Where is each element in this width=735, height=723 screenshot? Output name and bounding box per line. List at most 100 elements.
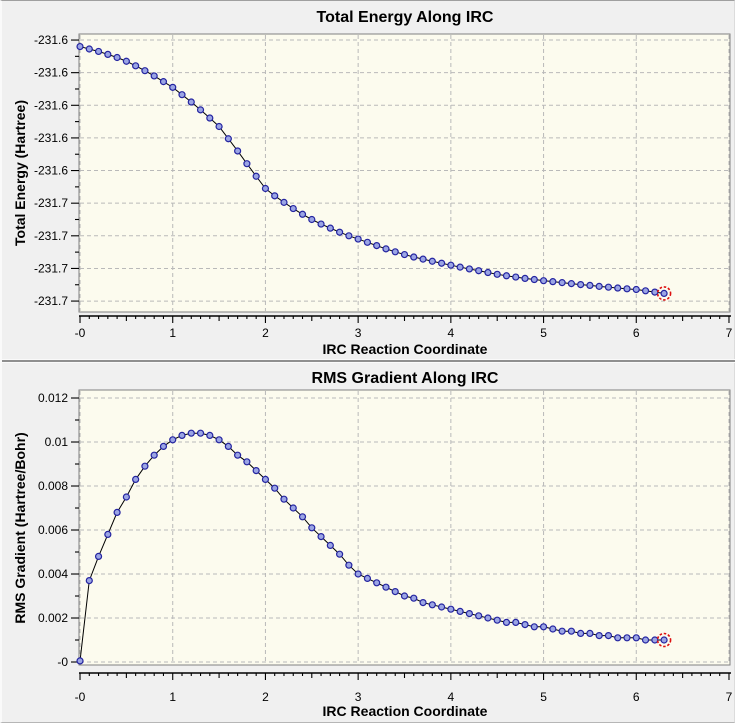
data-point[interactable] <box>132 475 140 484</box>
data-point[interactable] <box>660 636 668 644</box>
data-point[interactable] <box>493 270 501 278</box>
data-point[interactable] <box>141 462 149 470</box>
data-point[interactable] <box>317 220 325 228</box>
data-point[interactable] <box>465 610 473 618</box>
data-point[interactable] <box>261 184 270 193</box>
data-point[interactable] <box>382 583 390 591</box>
data-point[interactable] <box>382 245 390 253</box>
data-point[interactable] <box>243 458 251 466</box>
data-point[interactable] <box>623 285 631 293</box>
data-point[interactable] <box>641 287 650 295</box>
data-point[interactable] <box>651 288 659 296</box>
data-point[interactable] <box>345 561 353 569</box>
data-point[interactable] <box>76 657 84 665</box>
data-point[interactable] <box>215 122 223 131</box>
data-point[interactable] <box>604 283 613 291</box>
data-point[interactable] <box>354 235 362 243</box>
data-point[interactable] <box>512 273 520 281</box>
data-point[interactable] <box>558 279 566 287</box>
data-point[interactable] <box>94 47 103 56</box>
data-point[interactable] <box>85 45 93 53</box>
data-point[interactable] <box>280 198 288 206</box>
data-point[interactable] <box>530 623 538 631</box>
data-point[interactable] <box>419 599 427 607</box>
data-point[interactable] <box>373 241 381 250</box>
data-point[interactable] <box>252 172 260 180</box>
data-point[interactable] <box>419 255 427 263</box>
data-point[interactable] <box>604 632 613 640</box>
data-point[interactable] <box>252 467 260 475</box>
data-point[interactable] <box>122 493 130 501</box>
data-point[interactable] <box>178 431 186 440</box>
data-point[interactable] <box>577 629 585 638</box>
data-point[interactable] <box>113 53 121 62</box>
data-point[interactable] <box>345 232 353 240</box>
data-point[interactable] <box>363 238 372 246</box>
data-point[interactable] <box>224 135 232 143</box>
data-point[interactable] <box>512 618 520 627</box>
data-point[interactable] <box>539 623 548 631</box>
data-point[interactable] <box>549 625 557 633</box>
data-point[interactable] <box>206 431 214 440</box>
data-point[interactable] <box>437 259 446 267</box>
data-point[interactable] <box>354 570 362 578</box>
data-point[interactable] <box>549 278 557 286</box>
data-point[interactable] <box>150 451 158 459</box>
data-point[interactable] <box>132 62 140 70</box>
data-point[interactable] <box>298 513 307 521</box>
data-point[interactable] <box>577 280 585 289</box>
data-point[interactable] <box>289 204 297 213</box>
data-point[interactable] <box>475 267 483 275</box>
data-point[interactable] <box>641 636 650 644</box>
data-point[interactable] <box>428 601 436 609</box>
data-point[interactable] <box>391 588 399 596</box>
data-point[interactable] <box>234 147 242 155</box>
data-point[interactable] <box>308 524 316 532</box>
data-point[interactable] <box>150 72 158 80</box>
data-point[interactable] <box>410 253 418 261</box>
selected-point-ring[interactable] <box>656 286 672 301</box>
data-point[interactable] <box>169 83 177 91</box>
data-point[interactable] <box>595 632 603 640</box>
data-point[interactable] <box>373 579 381 587</box>
data-point[interactable] <box>632 634 640 642</box>
data-point[interactable] <box>567 627 575 635</box>
data-point[interactable] <box>271 484 279 492</box>
data-point[interactable] <box>336 550 344 558</box>
data-point[interactable] <box>447 605 455 613</box>
data-point[interactable] <box>169 436 177 444</box>
data-point[interactable] <box>289 504 297 512</box>
data-point[interactable] <box>410 594 418 602</box>
data-point[interactable] <box>271 192 279 200</box>
data-point[interactable] <box>428 257 436 265</box>
data-point[interactable] <box>85 577 93 585</box>
data-point[interactable] <box>437 603 446 611</box>
data-point[interactable] <box>456 607 464 616</box>
data-point[interactable] <box>196 429 205 437</box>
data-point[interactable] <box>539 277 548 285</box>
data-point[interactable] <box>493 616 501 624</box>
data-point[interactable] <box>586 629 594 638</box>
data-point[interactable] <box>660 289 668 298</box>
data-point[interactable] <box>336 228 344 236</box>
data-point[interactable] <box>567 280 575 288</box>
data-point[interactable] <box>400 250 409 259</box>
data-point[interactable] <box>521 621 529 629</box>
data-point[interactable] <box>243 160 251 168</box>
data-point[interactable] <box>595 282 603 290</box>
data-point[interactable] <box>159 78 168 86</box>
data-point[interactable] <box>484 268 492 277</box>
data-point[interactable] <box>206 114 214 122</box>
data-point[interactable] <box>326 541 334 550</box>
data-point[interactable] <box>159 442 168 451</box>
data-point[interactable] <box>447 261 455 269</box>
data-point[interactable] <box>141 67 149 75</box>
data-point[interactable] <box>234 451 242 459</box>
data-point[interactable] <box>363 574 372 583</box>
data-point[interactable] <box>400 592 409 600</box>
data-point[interactable] <box>521 274 529 282</box>
data-point[interactable] <box>280 495 288 503</box>
data-point[interactable] <box>76 42 84 51</box>
data-point[interactable] <box>558 627 566 635</box>
data-point[interactable] <box>484 614 492 622</box>
